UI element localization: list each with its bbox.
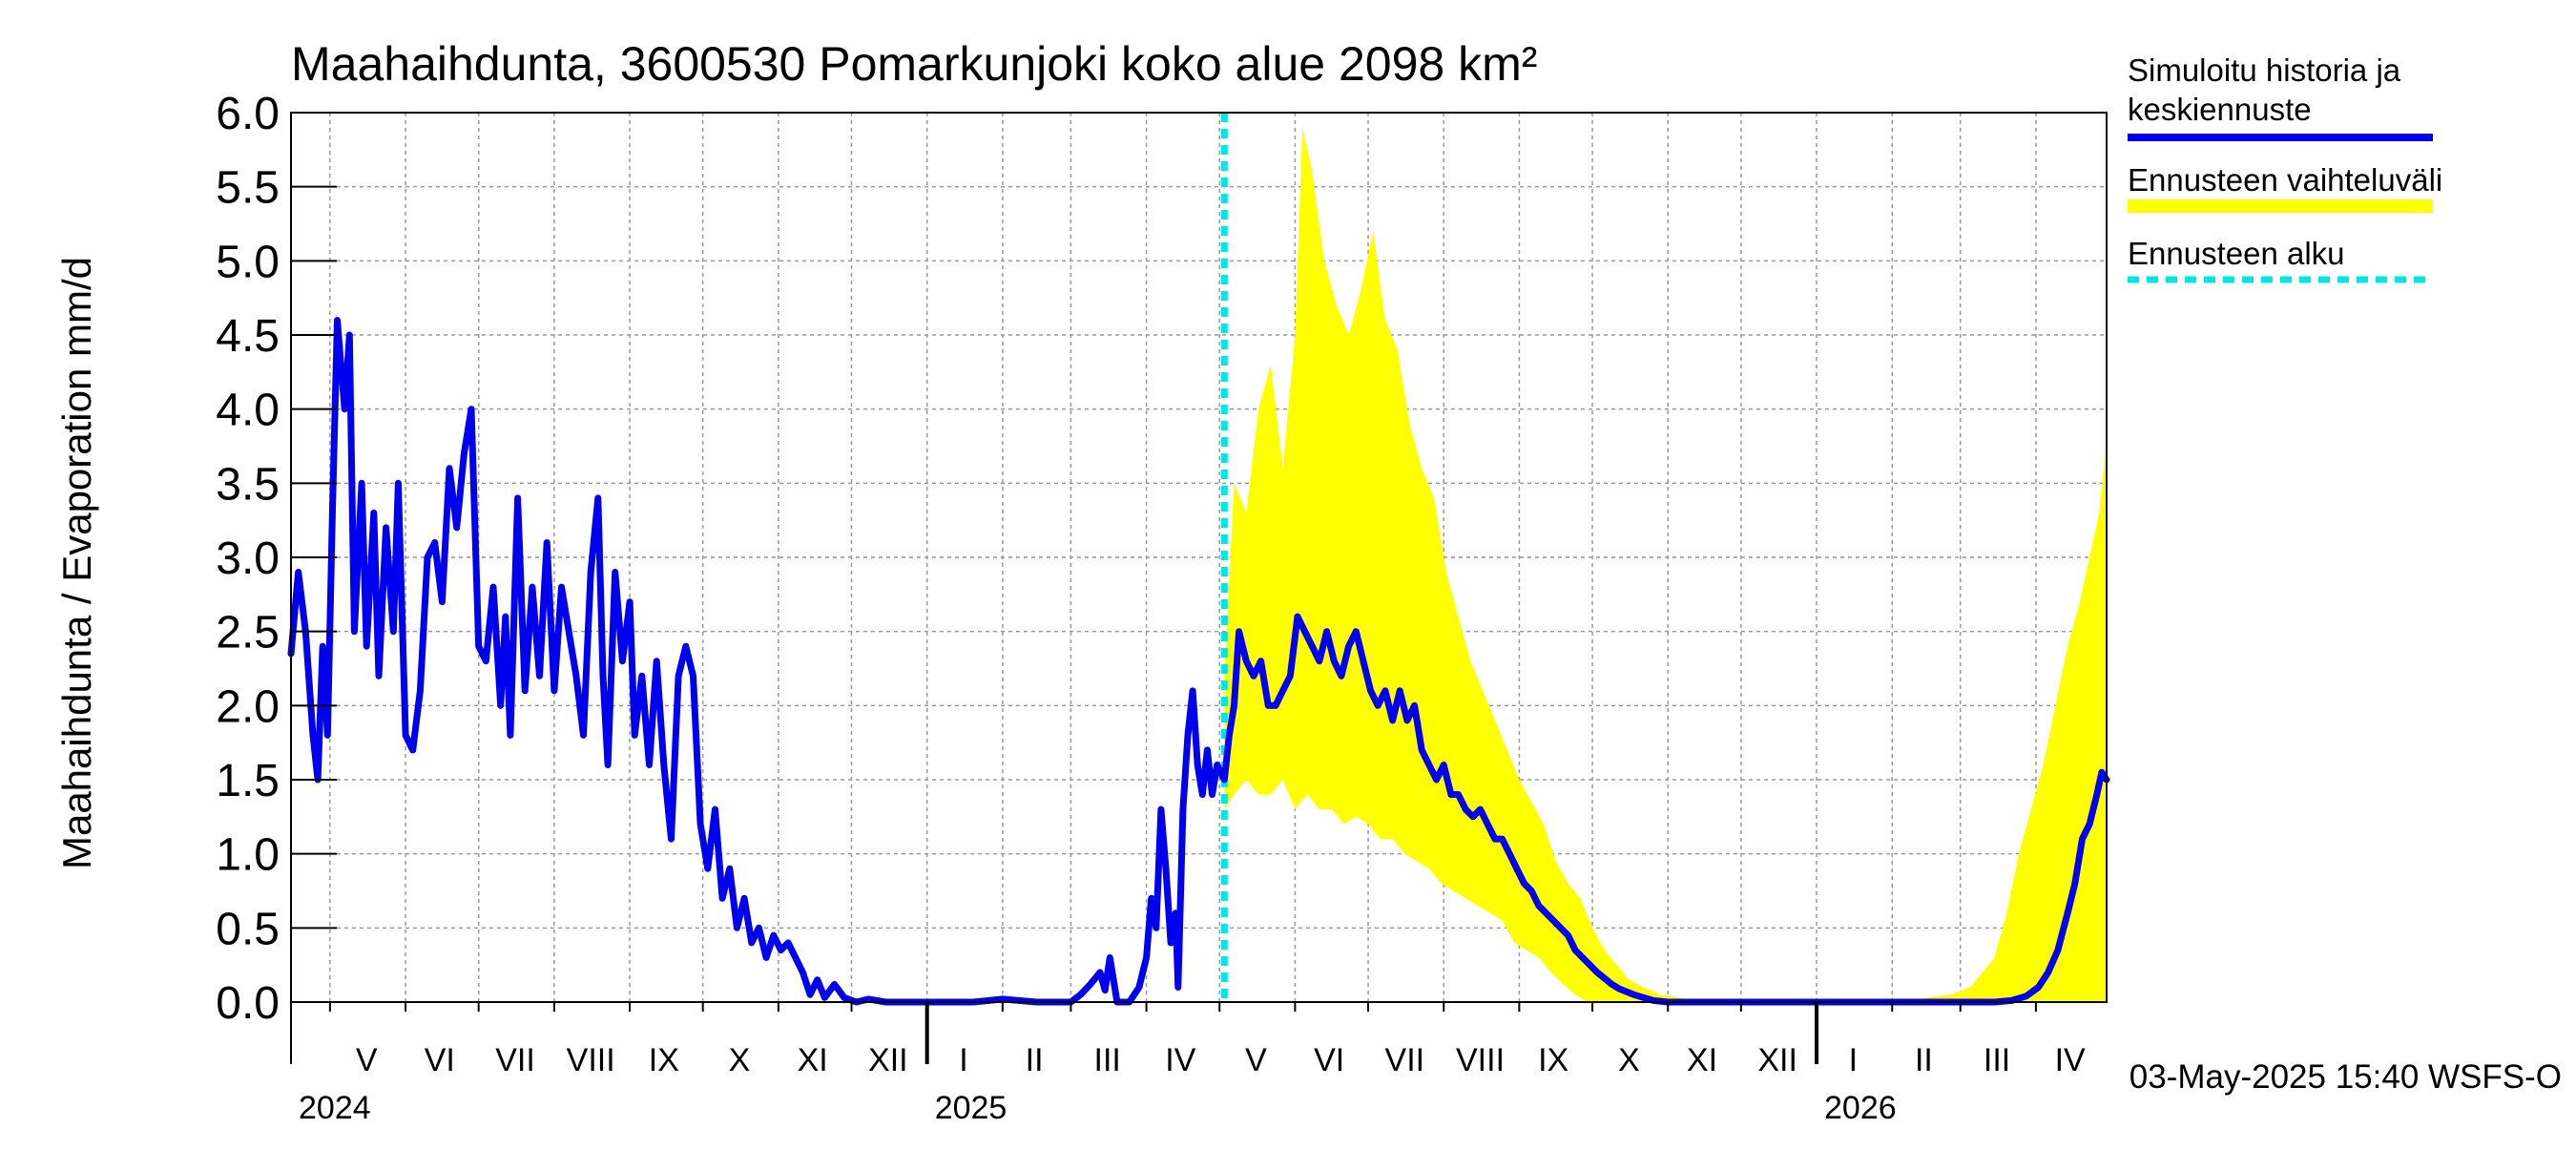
month-label: VI: [425, 1042, 455, 1078]
month-label: IX: [649, 1042, 679, 1078]
legend-label: Ennusteen vaihteluväli: [2128, 162, 2442, 198]
chart-title: Maahaihdunta, 3600530 Pomarkunjoki koko …: [291, 37, 1537, 91]
month-label: X: [1618, 1042, 1640, 1078]
month-label: III: [1094, 1042, 1121, 1078]
legend: Simuloitu historia ja keskiennuste Ennuste…: [2128, 52, 2442, 283]
month-label: VII: [495, 1042, 535, 1078]
y-tick-label: 1.0: [216, 830, 280, 881]
month-label: II: [1915, 1042, 1933, 1078]
y-tick-label: 5.5: [216, 163, 280, 214]
month-label: II: [1026, 1042, 1044, 1078]
y-tick-label: 2.0: [216, 681, 280, 732]
year-label: 2024: [299, 1090, 371, 1126]
month-label: I: [1849, 1042, 1858, 1078]
month-label: XII: [1757, 1042, 1797, 1078]
month-label: IV: [2055, 1042, 2086, 1078]
month-label: VII: [1385, 1042, 1425, 1078]
grid-layer: [291, 113, 2107, 1002]
legend-label: keskiennuste: [2128, 92, 2312, 127]
month-label: III: [1984, 1042, 2010, 1078]
y-axis-label: Maahaihdunta / Evaporation mm/d: [54, 257, 99, 869]
y-tick-label: 4.5: [216, 311, 280, 362]
footer-timestamp: 03-May-2025 15:40 WSFS-O: [2129, 1058, 2562, 1096]
y-tick-label: 0.0: [216, 978, 280, 1029]
month-label: VI: [1314, 1042, 1344, 1078]
y-tick-label: 5.0: [216, 237, 280, 287]
month-label: V: [1245, 1042, 1267, 1078]
axis-layer: 0.0 0.5 1.0 1.5 2.0 2.5 3.0 3.5 4.0 4.5 5.0 5.5 6.0 V…: [216, 89, 2108, 1126]
month-label: X: [729, 1042, 751, 1078]
y-tick-label: 0.5: [216, 904, 280, 954]
y-tick-label: 3.5: [216, 459, 280, 510]
legend-label: Ennusteen alku: [2128, 236, 2345, 271]
year-label: 2026: [1824, 1090, 1897, 1126]
legend-label: Simuloitu historia ja: [2128, 52, 2401, 88]
month-label: XI: [798, 1042, 828, 1078]
y-tick-label: 4.0: [216, 386, 280, 436]
month-label: XI: [1687, 1042, 1717, 1078]
y-tick-label: 1.5: [216, 756, 280, 806]
y-tick-label: 3.0: [216, 533, 280, 584]
month-label: IX: [1538, 1042, 1568, 1078]
month-label: XII: [868, 1042, 908, 1078]
month-label: VIII: [567, 1042, 615, 1078]
month-label: IV: [1165, 1042, 1195, 1078]
y-tick-label: 6.0: [216, 89, 280, 139]
month-label: I: [959, 1042, 967, 1078]
y-tick-label: 2.5: [216, 608, 280, 659]
month-label: VIII: [1456, 1042, 1505, 1078]
year-label: 2025: [935, 1090, 1008, 1126]
month-label: V: [356, 1042, 378, 1078]
